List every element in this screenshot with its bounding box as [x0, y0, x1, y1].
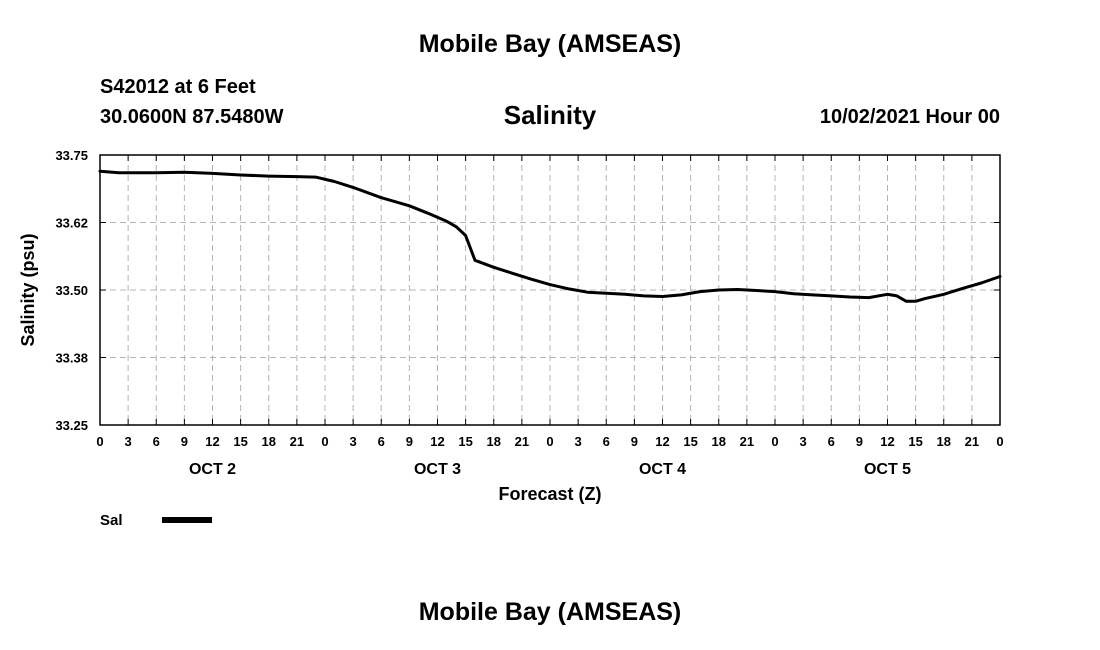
x-tick-label: 18 — [487, 434, 501, 449]
x-tick-label: 15 — [683, 434, 697, 449]
x-tick-label: 9 — [631, 434, 638, 449]
salinity-line — [98, 169, 1002, 303]
x-tick-label: 9 — [181, 434, 188, 449]
coordinates-label: 30.0600N 87.5480W — [100, 106, 284, 128]
x-tick-label: 18 — [937, 434, 951, 449]
legend: Sal — [100, 512, 212, 529]
x-tick-label: 0 — [771, 434, 778, 449]
x-tick-label: 21 — [290, 434, 304, 449]
x-tick-label: 3 — [575, 434, 582, 449]
y-tick-label: 33.62 — [55, 216, 88, 231]
y-tick-label: 33.38 — [55, 351, 88, 366]
bottom-title: Mobile Bay (AMSEAS) — [418, 598, 682, 626]
x-axis-title: Forecast (Z) — [498, 484, 601, 504]
x-tick-label: 6 — [378, 434, 385, 449]
x-tick-label: 18 — [262, 434, 276, 449]
day-label: OCT 2 — [189, 461, 236, 478]
series — [98, 169, 1002, 303]
x-tick-label: 3 — [350, 434, 357, 449]
x-tick-label: 3 — [125, 434, 132, 449]
x-tick-label: 12 — [655, 434, 669, 449]
x-tick-label: 9 — [856, 434, 863, 449]
y-tick-label: 33.75 — [55, 148, 88, 163]
y-tick-label: 33.50 — [55, 283, 88, 298]
x-tick-label: 6 — [153, 434, 160, 449]
x-tick-label: 15 — [908, 434, 922, 449]
plot-frame — [99, 154, 1001, 426]
day-label: OCT 4 — [639, 461, 686, 478]
chart-title: Salinity — [503, 100, 597, 130]
x-tick-label: 0 — [96, 434, 103, 449]
y-tick-label: 33.25 — [55, 418, 88, 433]
y-axis-title: Salinity (psu) — [18, 233, 38, 346]
x-tick-label: 18 — [712, 434, 726, 449]
day-label: OCT 3 — [414, 461, 461, 478]
forecast-date: 10/02/2021 Hour 00 — [819, 106, 1000, 128]
x-tick-label: 12 — [205, 434, 219, 449]
x-tick-label: 0 — [996, 434, 1003, 449]
x-tick-label: 0 — [321, 434, 328, 449]
x-tick-label: 3 — [800, 434, 807, 449]
station-label: S42012 at 6 Feet — [100, 76, 256, 98]
x-tick-label: 21 — [515, 434, 529, 449]
x-tick-label: 15 — [458, 434, 472, 449]
x-tick-label: 6 — [603, 434, 610, 449]
day-label: OCT 5 — [864, 461, 911, 478]
x-tick-label: 21 — [965, 434, 979, 449]
x-tick-label: 12 — [880, 434, 894, 449]
x-tick-label: 0 — [546, 434, 553, 449]
x-tick-label: 15 — [233, 434, 247, 449]
top-title: Mobile Bay (AMSEAS) — [418, 30, 682, 58]
x-tick-label: 21 — [740, 434, 754, 449]
x-tick-label: 9 — [406, 434, 413, 449]
x-tick-label: 6 — [828, 434, 835, 449]
x-tick-label: 12 — [430, 434, 444, 449]
salinity-chart: 0 3 6 9 12 15 18 21 0 3 6 9 12 15 18 21 0 3 6 9 12 15 18 21 0 3 6 9… — [18, 148, 1004, 529]
axis-labels: 0 3 6 9 12 15 18 21 0 3 6 9 12 15 18 21 0 3 6 9 12 15 18 21 0 3 6 9… — [55, 148, 1003, 478]
legend-label: Sal — [100, 512, 123, 529]
grid — [100, 155, 1000, 425]
